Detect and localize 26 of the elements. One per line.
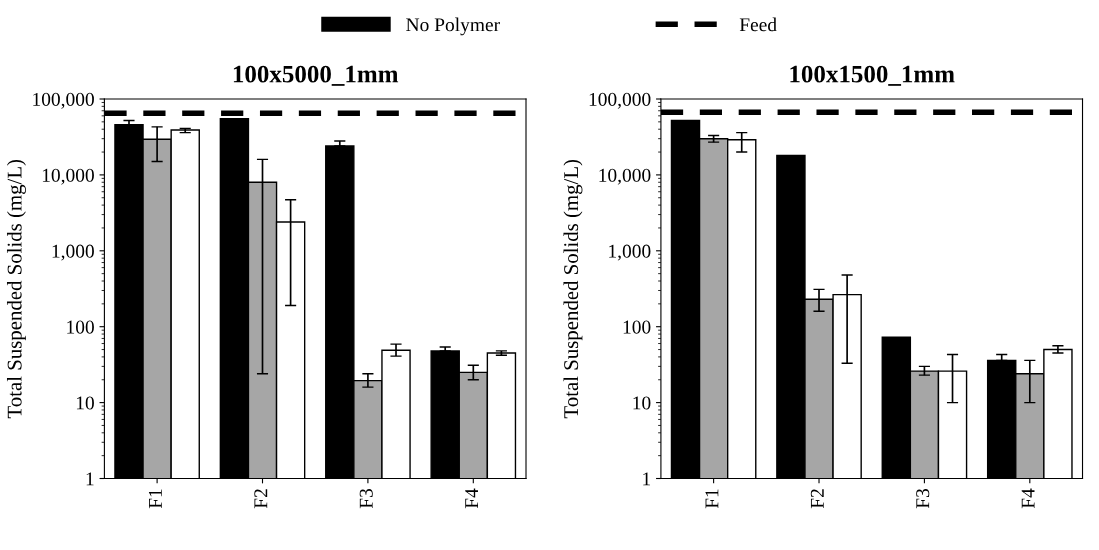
x-tick-label: F2 <box>254 489 268 509</box>
x-tick-label: F4 <box>1021 488 1035 509</box>
y-tick-label: 1,000 <box>52 244 94 261</box>
y-tick-label: 100 <box>623 320 651 334</box>
x-tick-label: F2 <box>810 489 824 509</box>
y-tick-label: 1 <box>86 472 94 486</box>
y-axis-title: Total Suspended Solids (mg/L) <box>563 159 583 419</box>
y-axis-title: Total Suspended Solids (mg/L) <box>6 159 26 419</box>
y-tick-label: 10 <box>633 396 651 410</box>
x-tick-label: F3 <box>359 488 373 509</box>
legend-label: Feed <box>739 17 777 32</box>
x-tick-label: F4 <box>465 488 478 509</box>
legend-label: No Polymer <box>406 17 500 36</box>
y-tick-label: 1 <box>643 472 651 486</box>
x-tick-label: F1 <box>148 489 162 509</box>
x-tick-label: F3 <box>916 488 930 509</box>
chart-title: 100x5000_1mm <box>233 65 399 86</box>
x-tick-label: F1 <box>705 489 719 509</box>
y-tick-label: 10,000 <box>42 168 94 185</box>
y-tick-label: 10,000 <box>599 168 651 185</box>
y-tick-label: 100,000 <box>33 92 94 109</box>
y-tick-label: 100,000 <box>589 92 651 109</box>
chart-title: 100x1500_1mm <box>790 65 955 86</box>
y-tick-label: 100 <box>67 320 94 334</box>
y-tick-label: 10 <box>76 396 94 410</box>
y-tick-label: 1,000 <box>609 244 651 261</box>
